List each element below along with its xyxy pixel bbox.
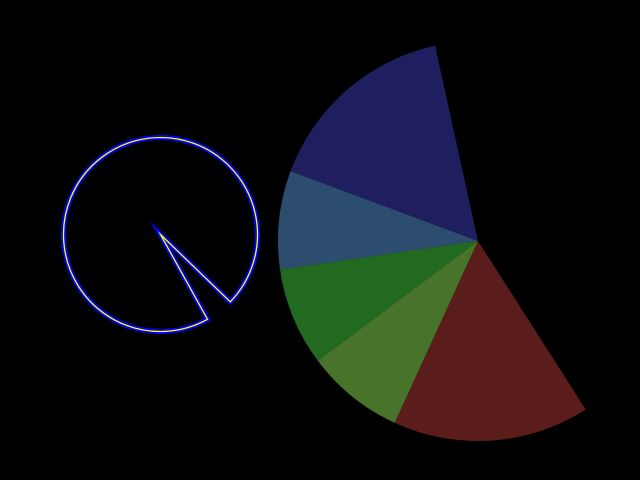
- pie-slice-2: [277, 171, 478, 270]
- pie-slice-3: [280, 241, 478, 361]
- wedge-outline-center-line: [62, 136, 259, 333]
- wedge-outline-shape: [61, 135, 260, 335]
- pie-slice-4: [317, 241, 478, 423]
- pie-slice-1: [290, 45, 478, 241]
- pie-slice-5: [394, 241, 586, 442]
- pie-chart: [277, 45, 586, 442]
